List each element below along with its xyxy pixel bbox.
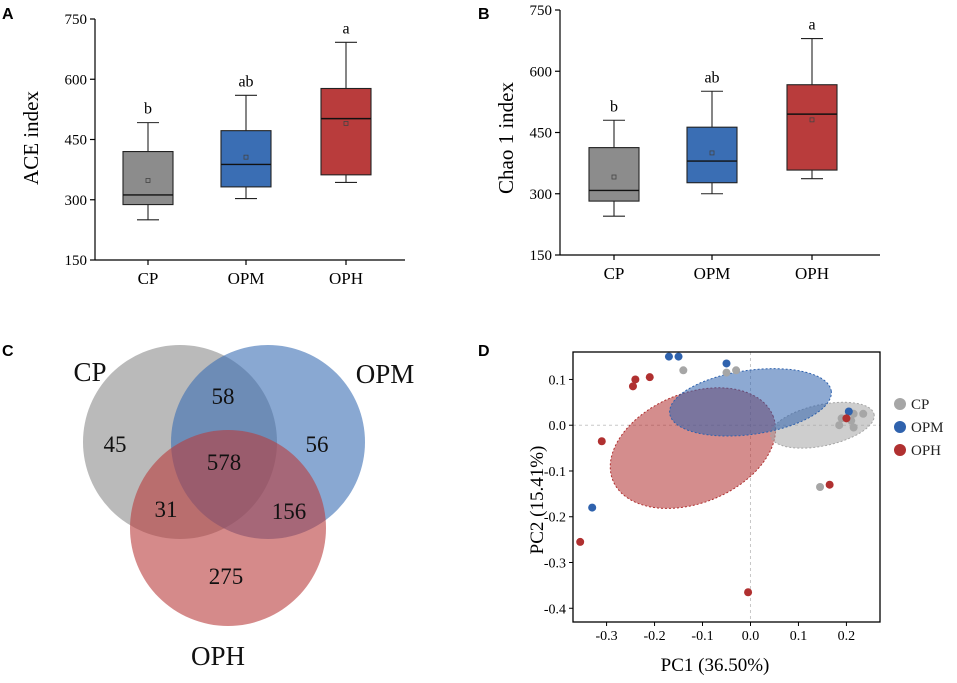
panel-b: B Chao 1 index 150 300 450 600 750 b ab a CP OP… bbox=[478, 3, 880, 283]
legend-label-cp: CP bbox=[911, 397, 929, 413]
panel-a-label: A bbox=[2, 6, 14, 23]
point-cp bbox=[859, 409, 868, 418]
box-cp bbox=[588, 147, 640, 202]
y-tick-label: 750 bbox=[530, 3, 553, 19]
x-tick-label: 0.1 bbox=[790, 629, 808, 644]
venn-set-label-cp: CP bbox=[73, 357, 106, 387]
confidence-ellipse-opm bbox=[669, 368, 832, 437]
point-opm bbox=[722, 359, 731, 368]
x-tick-label: OPH bbox=[329, 269, 363, 288]
venn-count-cp-opm: 58 bbox=[212, 384, 235, 409]
y-tick-label: 600 bbox=[530, 64, 553, 80]
point-opm bbox=[844, 407, 853, 416]
point-oph bbox=[628, 382, 637, 391]
point-cp bbox=[679, 366, 688, 375]
venn-count-opm-oph: 156 bbox=[272, 499, 307, 524]
mean-marker bbox=[145, 178, 151, 183]
venn-count-cp-only: 45 bbox=[104, 432, 127, 457]
panel-d: D PC2 (15.41%) PC1 (36.50%) -0.3 -0.2 -0.1… bbox=[478, 343, 944, 676]
y-tick-label: 600 bbox=[65, 72, 88, 88]
mean-marker bbox=[709, 150, 715, 156]
mean-marker bbox=[243, 154, 249, 160]
y-tick-label: -0.1 bbox=[544, 465, 566, 480]
x-tick-label: OPM bbox=[228, 269, 265, 288]
point-opm bbox=[664, 352, 673, 361]
point-oph bbox=[631, 375, 640, 384]
x-tick-label: -0.2 bbox=[643, 629, 665, 644]
panel-a: A ACE index 150 300 450 600 750 b ab a CP OPM OP… bbox=[2, 6, 405, 288]
y-tick-label: 450 bbox=[65, 133, 88, 149]
venn-count-all: 578 bbox=[207, 450, 242, 475]
point-oph bbox=[842, 414, 851, 423]
significance-letter: b bbox=[610, 98, 618, 115]
legend-label-opm: OPM bbox=[911, 420, 944, 436]
plot-frame bbox=[572, 351, 881, 623]
point-oph bbox=[576, 537, 585, 546]
mean-marker bbox=[343, 121, 349, 126]
y-tick-label: -0.2 bbox=[544, 511, 566, 526]
x-tick-label: CP bbox=[604, 264, 625, 283]
legend-label-oph: OPH bbox=[911, 443, 941, 459]
point-oph bbox=[597, 437, 606, 446]
significance-letter: a bbox=[342, 20, 349, 37]
significance-letter: a bbox=[808, 17, 815, 34]
y-tick-label: 150 bbox=[530, 248, 553, 264]
venn-set-label-opm: OPM bbox=[356, 359, 415, 389]
legend-marker-cp bbox=[894, 398, 906, 410]
y-tick-label: -0.3 bbox=[544, 557, 566, 572]
y-tick-label: 300 bbox=[65, 193, 88, 209]
y-tick-label: -0.4 bbox=[544, 602, 566, 617]
point-cp bbox=[849, 423, 858, 432]
significance-letter: b bbox=[144, 101, 152, 118]
box-oph bbox=[320, 87, 372, 176]
mean-marker bbox=[611, 174, 617, 180]
box-cp bbox=[122, 151, 174, 206]
venn-count-opm-only: 56 bbox=[306, 432, 329, 457]
box-oph bbox=[786, 84, 838, 171]
point-cp bbox=[816, 483, 825, 491]
panel-d-ylabel: PC2 (15.41%) bbox=[527, 446, 548, 555]
panel-b-ylabel: Chao 1 index bbox=[494, 82, 518, 194]
point-opm bbox=[674, 352, 683, 361]
point-oph bbox=[645, 373, 654, 382]
legend-marker-oph bbox=[894, 444, 906, 456]
x-tick-label: CP bbox=[138, 269, 159, 288]
x-tick-label: OPH bbox=[795, 264, 829, 283]
panel-d-xlabel: PC1 (36.50%) bbox=[661, 655, 770, 676]
mean-marker bbox=[809, 117, 815, 123]
point-opm bbox=[588, 503, 597, 512]
point-cp bbox=[835, 421, 844, 430]
venn-circle-oph bbox=[130, 430, 326, 626]
x-tick-label: -0.1 bbox=[691, 629, 713, 644]
legend-marker-opm bbox=[894, 421, 906, 433]
venn-set-label-oph: OPH bbox=[191, 641, 245, 671]
significance-letter: ab bbox=[238, 73, 253, 90]
y-tick-label: 450 bbox=[530, 126, 553, 142]
x-tick-label: -0.3 bbox=[595, 629, 617, 644]
y-tick-label: 150 bbox=[65, 253, 88, 269]
y-tick-label: 750 bbox=[65, 12, 88, 28]
panel-a-ylabel: ACE index bbox=[19, 91, 43, 185]
point-cp bbox=[732, 366, 741, 375]
point-cp bbox=[722, 368, 731, 377]
venn-count-cp-oph: 31 bbox=[155, 497, 178, 522]
panel-b-label: B bbox=[478, 6, 490, 23]
y-tick-label: 300 bbox=[530, 187, 553, 203]
x-tick-label: 0.0 bbox=[742, 629, 760, 644]
y-tick-label: 0.1 bbox=[549, 373, 567, 388]
panel-c-label: C bbox=[2, 343, 14, 360]
venn-count-oph-only: 275 bbox=[209, 564, 244, 589]
panel-c: C CP OPM OPH 45 56 275 58 31 156 578 bbox=[2, 343, 414, 671]
point-oph bbox=[744, 588, 753, 597]
point-oph bbox=[825, 480, 834, 489]
significance-letter: ab bbox=[704, 69, 719, 86]
y-tick-label: 0.0 bbox=[549, 419, 567, 434]
x-tick-label: 0.2 bbox=[838, 629, 856, 644]
x-tick-label: OPM bbox=[694, 264, 731, 283]
panel-d-label: D bbox=[478, 343, 490, 360]
